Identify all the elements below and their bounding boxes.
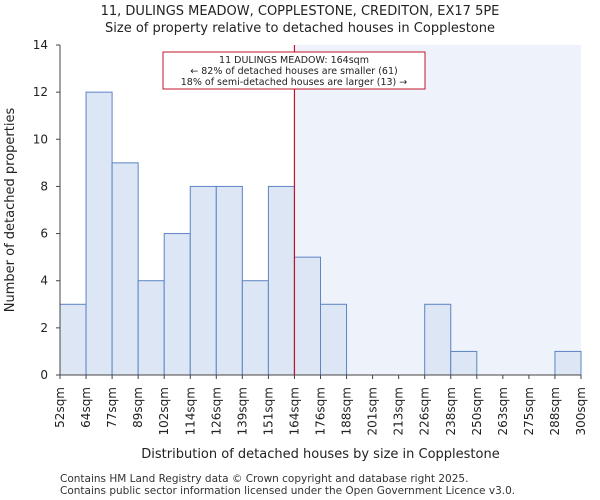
chart-title: 11, DULINGS MEADOW, COPPLESTONE, CREDITO… <box>100 4 500 19</box>
x-tick-label: 52sqm <box>53 387 67 428</box>
x-tick-label: 263sqm <box>496 387 510 435</box>
footer-line-2: Contains public sector information licen… <box>60 485 516 497</box>
y-tick-label: 0 <box>40 368 48 382</box>
histogram-bar <box>241 280 269 376</box>
x-axis-title: Distribution of detached houses by size … <box>141 447 499 462</box>
x-tick-label: 226sqm <box>418 387 432 435</box>
x-tick-label: 89sqm <box>131 387 145 428</box>
x-tick-label: 300sqm <box>574 387 588 435</box>
histogram-bar <box>320 303 348 376</box>
footer-line-1: Contains HM Land Registry data © Crown c… <box>60 473 469 485</box>
annotation-line: 11 DULINGS MEADOW: 164sqm <box>219 55 369 66</box>
x-tick-label: 288sqm <box>548 387 562 435</box>
histogram-bar <box>163 233 191 376</box>
annotation-line: ← 82% of detached houses are smaller (61… <box>190 66 397 77</box>
x-tick-label: 64sqm <box>79 387 93 428</box>
x-tick-label: 139sqm <box>235 387 249 435</box>
histogram-bar <box>215 185 243 376</box>
x-tick-label: 213sqm <box>392 387 406 435</box>
histogram-bar <box>267 185 295 376</box>
histogram-bar <box>450 350 478 376</box>
histogram-bar <box>189 185 217 376</box>
y-tick-label: 8 <box>40 179 48 193</box>
y-tick-label: 2 <box>40 321 48 335</box>
x-tick-label: 114sqm <box>183 387 197 435</box>
annotation-line: 18% of semi-detached houses are larger (… <box>181 77 408 88</box>
histogram-bar <box>111 162 139 376</box>
annotation-box <box>162 51 426 90</box>
x-tick-label: 151sqm <box>261 387 275 435</box>
y-axis-title: Number of detached properties <box>3 108 18 313</box>
chart-subtitle: Size of property relative to detached ho… <box>105 21 495 36</box>
histogram-bar <box>59 303 87 376</box>
x-tick-label: 176sqm <box>314 387 328 435</box>
histogram-bar <box>85 91 113 376</box>
y-tick-label: 12 <box>33 85 48 99</box>
y-tick-label: 6 <box>40 227 48 241</box>
x-tick-label: 250sqm <box>470 387 484 435</box>
y-tick-label: 14 <box>33 38 48 52</box>
histogram-bar <box>293 256 322 376</box>
x-tick-label: 126sqm <box>209 387 223 435</box>
x-tick-label: 188sqm <box>340 387 354 435</box>
y-tick-label: 4 <box>40 274 48 288</box>
x-tick-label: 238sqm <box>444 387 458 435</box>
y-tick-label: 10 <box>33 132 48 146</box>
x-tick-label: 102sqm <box>157 387 171 435</box>
x-tick-label: 201sqm <box>366 387 380 435</box>
histogram-bar <box>554 350 582 376</box>
x-tick-label: 77sqm <box>105 387 119 428</box>
histogram-bar <box>137 280 165 376</box>
x-tick-label: 164sqm <box>287 387 301 435</box>
histogram-bar <box>424 303 452 376</box>
x-tick-label: 275sqm <box>522 387 536 435</box>
